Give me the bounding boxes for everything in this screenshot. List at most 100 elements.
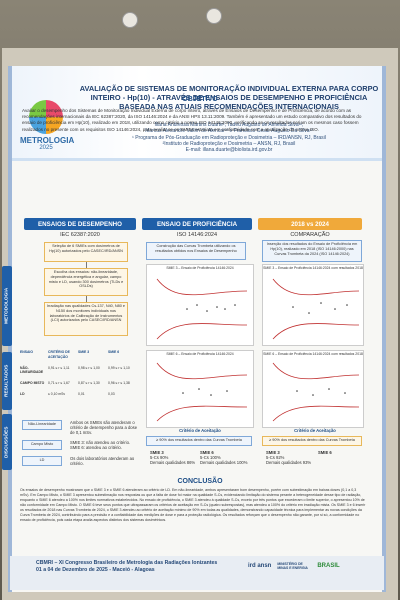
side-label-discussoes: DISCUSSÕES <box>2 414 12 470</box>
smie-name: SMIE 3 <box>150 450 164 455</box>
ministry-logo: MINISTÉRIO DE MINAS E ENERGIA <box>277 562 308 570</box>
authors-line: Marcus Alexandre Vallim de Alencar¹² e F… <box>145 128 313 135</box>
row-crit: 0,71 ≤ r ≤ 1,67 <box>48 381 70 386</box>
authors-line: Illana Andressa Martins Duarte¹, Tadeu A… <box>154 122 304 128</box>
col-smie6: SMIE 6 <box>108 350 120 354</box>
footer-line2: 01 a 04 de Dezembro de 2025 - Maceió - A… <box>36 567 155 573</box>
banner-desempenho: ENSAIOS DE DESEMPENHO <box>24 218 136 230</box>
chart-title: SMIE 6 – Ensaio de Proficiência 14146:20… <box>166 352 234 356</box>
objetivo-heading: OBJETIVO <box>182 96 218 103</box>
chart-smie6-2024: SMIE 6 – Ensaio de Proficiência 14146:20… <box>146 350 254 428</box>
chart-smie6-2018: SMIE 6 – Ensaio de Proficiência 14146:20… <box>262 350 364 428</box>
chart-title: SMIE 3 – Ensaio de Proficiência 14146:20… <box>263 266 363 270</box>
ird-ansn-logo: ird ansn <box>248 563 272 569</box>
poster-header <box>12 66 382 158</box>
prof-result-smie3: SMIE 3 5-Cs 90% Demais qualidades 86% <box>150 450 200 466</box>
method-box-tests: Escolha dos ensaios: não-linearidade, de… <box>44 268 128 296</box>
footer-logos: ird ansn MINISTÉRIO DE MINAS E ENERGIA B… <box>248 562 340 570</box>
trumpet-curve-svg <box>272 362 360 422</box>
smie-name: SMIE 6 <box>200 450 214 455</box>
disc-label-ld: LD <box>22 456 62 466</box>
flow-arrow <box>86 262 87 268</box>
comp-result-smie3: SMIE 3 5-Cs 92% Demais qualidades 93% <box>266 450 316 466</box>
smie-result: 5-Cs 90% <box>150 455 169 461</box>
table-row: LD ≤ 0,10 mSv 0,01 0,03 <box>20 392 138 397</box>
poster-title: AVALIAÇÃO DE SISTEMAS DE MONITORAÇÃO IND… <box>79 84 379 111</box>
col-criterio: CRITÉRIO DE ACEITAÇÃO <box>48 350 70 359</box>
row-name: NÃO-LINEARIDADE <box>20 365 44 375</box>
smie-result: Demais qualidades 86% <box>150 460 196 466</box>
col-ensaio: ENSAIO <box>20 350 33 354</box>
chart-title: SMIE 6 – Ensaio de Proficiência 14146:20… <box>263 352 363 356</box>
pushpin <box>122 12 138 28</box>
method-box-irradiation: Irradiação nas qualidades Cs-137, N40, N… <box>44 302 128 336</box>
results-table-header: ENSAIO CRITÉRIO DE ACEITAÇÃO SMIE 3 SMIE… <box>20 350 138 360</box>
chart-title: SMIE 3 – Ensaio de Proficiência 14146:20… <box>166 266 234 270</box>
trumpet-curve-svg <box>156 362 248 422</box>
affiliation: ²Instituto de Radioproteção e Dosimetria… <box>162 140 296 147</box>
row-s3: 0,87 ≤ r ≤ 1,30 <box>78 381 100 386</box>
col-smie3: SMIE 3 <box>78 350 90 354</box>
smie-result: Demais qualidades 100% <box>200 460 248 466</box>
row-s6: 0,99 ≤ r ≤ 1,10 <box>108 365 130 370</box>
poster-footer <box>10 556 384 590</box>
logo-badge-icon <box>29 100 63 134</box>
disc-label-nonlinearity: Não-Linearidade <box>22 420 62 430</box>
row-name: LD <box>20 391 25 396</box>
table-row: NÃO-LINEARIDADE 0,91 ≤ r ≤ 1,11 0,98 ≤ r… <box>20 366 138 376</box>
sub-desempenho: IEC 62387:2020 <box>60 232 100 238</box>
row-s6: 0,03 <box>108 391 115 396</box>
sub-proficiencia: ISO 14146:2024 <box>176 232 218 238</box>
trumpet-curve-svg <box>272 278 360 340</box>
smie-name: SMIE 3 <box>266 450 280 455</box>
row-s3: 0,01 <box>78 391 85 396</box>
banner-comparacao: 2018 vs 2024 <box>258 218 362 230</box>
trumpet-curve-svg <box>156 278 248 340</box>
comp-result-smie6: SMIE 6 <box>318 450 362 455</box>
disc-text-nonlinearity: Ambos os SMIEs são atenderam o critério … <box>70 420 138 436</box>
smie-result: 5-Cs 92% <box>266 455 285 461</box>
comp-criteria-text: ≥ 90% dos resultados dentro das Curvas T… <box>262 436 362 446</box>
data-points <box>186 304 236 312</box>
banner-proficiencia: ENSAIO DE PROFICIÊNCIA <box>142 218 252 230</box>
comp-criteria-label: Critério de Aceitação <box>294 428 336 433</box>
row-crit: ≤ 0,10 mSv <box>48 391 66 396</box>
side-label-resultados: RESULTADOS <box>2 352 12 410</box>
footer-line1: CBMRI – XI Congresso Brasileiro de Metro… <box>36 560 218 566</box>
disc-text-ld: Os dois laboratórios atenderam ao critér… <box>70 456 135 467</box>
conclusao-heading: CONCLUSÃO <box>177 478 223 485</box>
row-s3: 0,98 ≤ r ≤ 1,00 <box>78 365 100 370</box>
prof-method-box: Construção das Curvas Trombeta utilizand… <box>146 242 246 260</box>
affiliation: ¹ Programa de Pós-Graduação em Radioprot… <box>132 134 326 141</box>
row-s6: 0,96 ≤ r ≤ 1,38 <box>108 381 130 386</box>
comp-method-box: Inserção dos resultados do Ensaio de Pro… <box>262 240 362 262</box>
smie-result: Demais qualidades 93% <box>266 460 312 466</box>
disc-label-mixed-field: Campo Misto <box>22 440 62 450</box>
prof-result-smie6: SMIE 6 5-Cs 100% Demais qualidades 100% <box>200 450 254 466</box>
prof-criteria-label: Critério de Aceitação <box>179 428 221 433</box>
header-rule <box>12 158 382 161</box>
results-table: ENSAIO CRITÉRIO DE ACEITAÇÃO SMIE 3 SMIE… <box>20 350 138 397</box>
pushpin <box>206 8 222 24</box>
row-crit: 0,91 ≤ r ≤ 1,11 <box>48 365 70 370</box>
metrologia-logo: METROLOGIA 2025 <box>20 100 75 156</box>
side-label-metodologia: METODOLOGIA <box>2 266 12 346</box>
disc-text-mixed-field: SMIE 3: não atendeu ao critério. SMIE 6:… <box>70 440 131 451</box>
conclusao-text: Os ensaios de desempenho mostraram que o… <box>20 488 366 522</box>
row-name: CAMPO MISTO <box>20 381 45 386</box>
chart-smie3-2018: SMIE 3 – Ensaio de Proficiência 14146:20… <box>262 264 364 346</box>
chart-smie3-2024: SMIE 3 – Ensaio de Proficiência 14146:20… <box>146 264 254 346</box>
brasil-logo: BRASIL <box>317 563 340 569</box>
method-box-selection: Seleção de 6 SMIEs com dosímetros de Hp(… <box>44 242 128 262</box>
logo-text: METROLOGIA <box>20 136 75 145</box>
authors-block: Illana Andressa Martins Duarte¹, Tadeu A… <box>76 122 382 153</box>
sub-comparacao: COMPARAÇÃO <box>290 232 330 238</box>
objetivo-text: Avaliar o desempenho dos Sistemas de Mon… <box>22 108 362 132</box>
logo-year: 2025 <box>39 145 53 151</box>
email: E-mail: illana.duarte@biolista.ird.gov.b… <box>185 147 273 154</box>
flow-arrow <box>86 296 87 302</box>
footer-text: CBMRI – XI Congresso Brasileiro de Metro… <box>36 560 236 574</box>
smie-result: 5-Cs 100% <box>200 455 221 461</box>
table-row: CAMPO MISTO 0,71 ≤ r ≤ 1,67 0,87 ≤ r ≤ 1… <box>20 381 138 386</box>
smie-name: SMIE 6 <box>318 450 332 455</box>
